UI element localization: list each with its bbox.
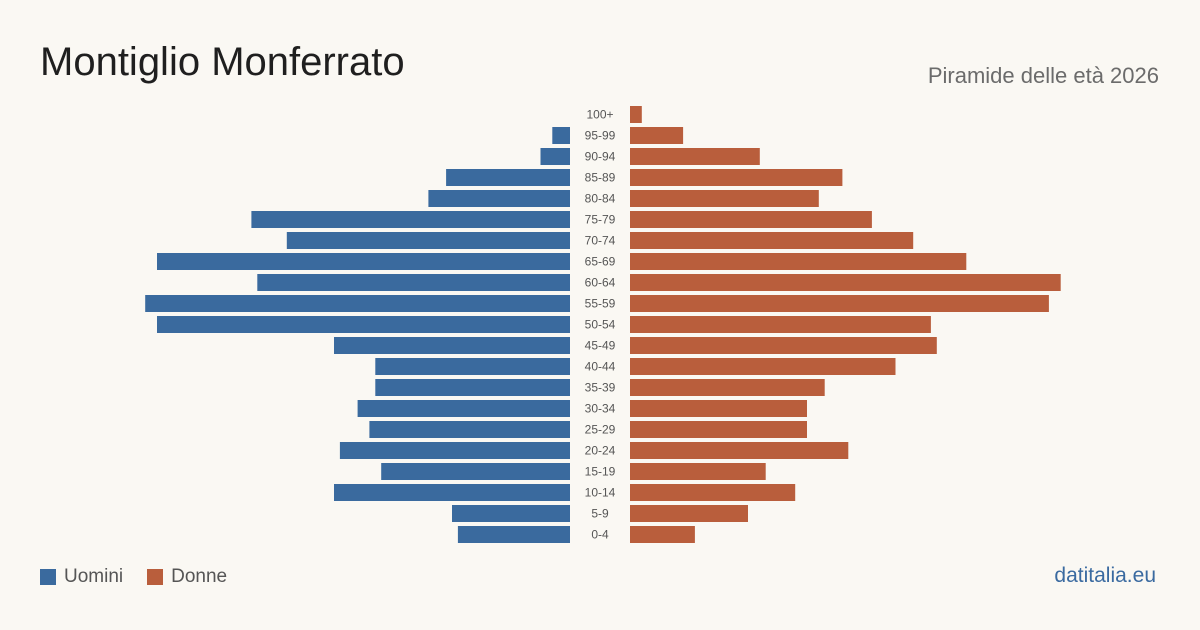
age-label: 0-4 [591,528,609,542]
age-label: 75-79 [585,213,616,227]
age-label: 95-99 [585,129,616,143]
age-label: 35-39 [585,381,616,395]
bar-female [630,358,896,375]
age-label: 90-94 [585,150,616,164]
bar-female [630,337,937,354]
bar-female [630,400,807,417]
age-label: 70-74 [585,234,616,248]
age-label: 85-89 [585,171,616,185]
bar-male [381,463,570,480]
bar-male [339,442,570,459]
bar-female [630,316,931,333]
bar-female [630,526,695,543]
bar-female [630,274,1061,291]
bar-female [630,106,642,123]
age-label: 45-49 [585,339,616,353]
legend-item-female: Donne [147,566,227,588]
bar-female [630,484,796,501]
age-label: 20-24 [585,444,616,458]
bar-male [552,127,570,144]
chart-title: Montiglio Monferrato [40,40,405,84]
bar-female [630,127,684,144]
chart-subtitle: Piramide delle età 2026 [927,63,1159,88]
age-label: 15-19 [585,465,616,479]
bar-female [630,211,872,228]
bar-male [251,211,570,228]
age-label: 25-29 [585,423,616,437]
age-label: 80-84 [585,192,616,206]
legend-item-male: Uomini [40,566,123,588]
bar-female [630,295,1049,312]
bar-male [334,337,570,354]
bar-female [630,169,843,186]
bar-female [630,379,825,396]
bar-male [540,148,570,165]
bar-male [357,400,570,417]
age-label: 60-64 [585,276,616,290]
bar-female [630,148,760,165]
bar-male [157,253,570,270]
bar-female [630,421,807,438]
legend-swatch-female [147,569,164,585]
legend-swatch-male [40,569,56,585]
bar-male [145,295,570,312]
bar-male [457,526,570,543]
bar-male [257,274,570,291]
bar-female [630,442,849,459]
bar-female [630,190,819,207]
chart-legend: Uomini Donne [40,566,251,588]
legend-label-male: Uomini [64,566,124,587]
age-label: 40-44 [585,360,616,374]
age-label: 5-9 [591,507,609,521]
bar-male [452,505,570,522]
bar-male [375,379,570,396]
age-label: 55-59 [585,297,616,311]
source-link[interactable]: datitalia.eu [1054,564,1156,587]
bar-female [630,463,766,480]
bar-male [446,169,570,186]
bar-male [375,358,570,375]
age-label: 30-34 [585,402,616,416]
bar-female [630,232,914,249]
bar-female [630,253,967,270]
bar-male [428,190,570,207]
legend-label-female: Donne [171,566,228,587]
bar-male [334,484,570,501]
bar-female [630,505,748,522]
age-label: 10-14 [585,486,616,500]
age-label: 65-69 [585,255,616,269]
bar-male [286,232,570,249]
bar-male [369,421,570,438]
age-label: 50-54 [585,318,616,332]
age-label: 100+ [586,108,613,122]
bar-male [157,316,570,333]
